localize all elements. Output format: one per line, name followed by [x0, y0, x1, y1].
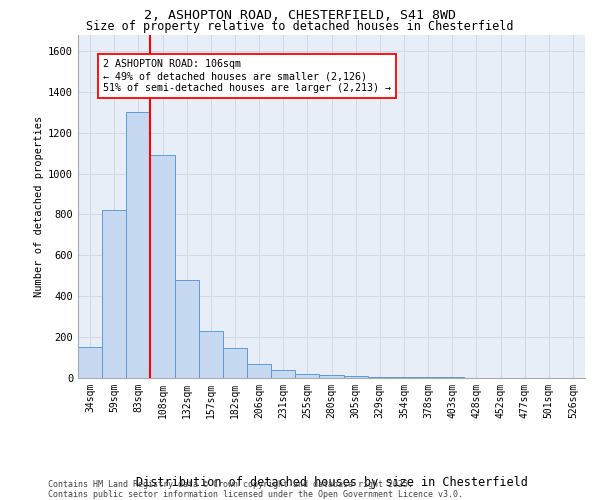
Bar: [368, 377, 392, 378]
Bar: [78, 347, 102, 378]
Bar: [102, 210, 126, 378]
Bar: [319, 376, 344, 378]
Bar: [199, 330, 223, 378]
Bar: [247, 364, 271, 378]
Text: Size of property relative to detached houses in Chesterfield: Size of property relative to detached ho…: [86, 20, 514, 33]
Bar: [295, 374, 319, 378]
Text: 2 ASHOPTON ROAD: 106sqm
← 49% of detached houses are smaller (2,126)
51% of semi: 2 ASHOPTON ROAD: 106sqm ← 49% of detache…: [103, 60, 391, 92]
Text: Contains HM Land Registry data © Crown copyright and database right 2025.
Contai: Contains HM Land Registry data © Crown c…: [48, 480, 463, 499]
Bar: [344, 376, 368, 378]
Bar: [151, 156, 175, 378]
Bar: [223, 348, 247, 378]
Y-axis label: Number of detached properties: Number of detached properties: [34, 116, 44, 297]
Text: 2, ASHOPTON ROAD, CHESTERFIELD, S41 8WD: 2, ASHOPTON ROAD, CHESTERFIELD, S41 8WD: [144, 9, 456, 22]
Bar: [126, 112, 151, 378]
Bar: [175, 280, 199, 378]
X-axis label: Distribution of detached houses by size in Chesterfield: Distribution of detached houses by size …: [136, 476, 527, 489]
Bar: [271, 370, 295, 378]
